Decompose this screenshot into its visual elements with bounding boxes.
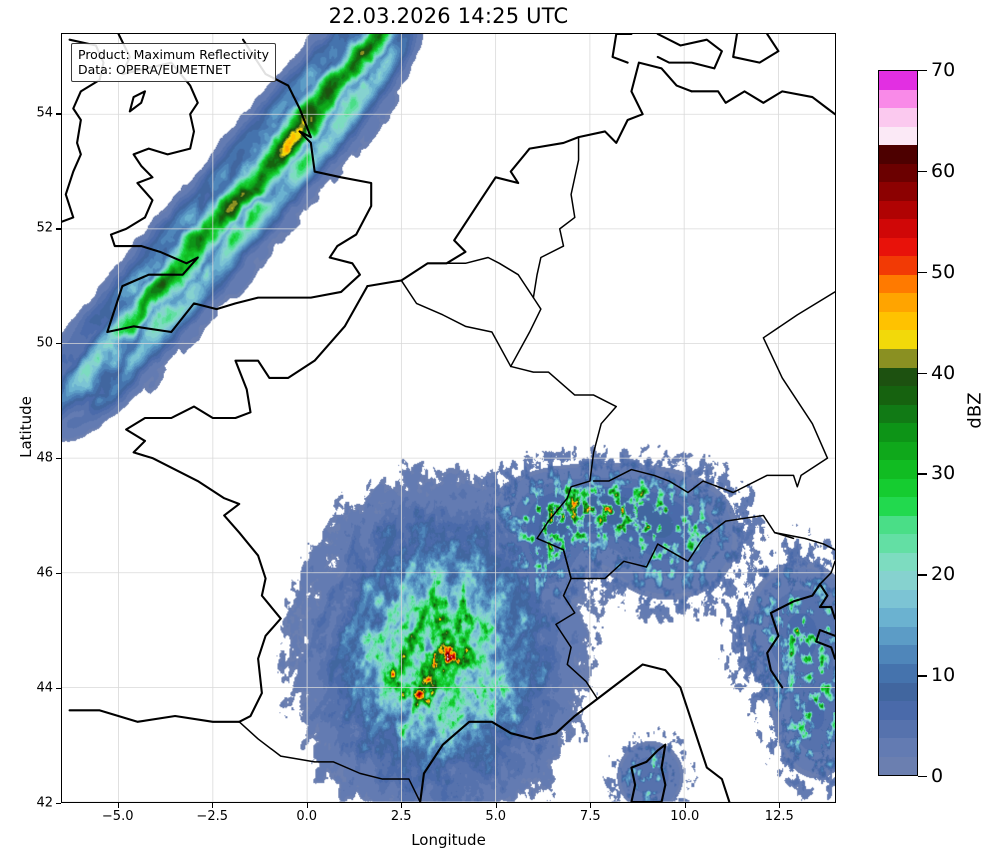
y-tick-label: 48 (36, 450, 53, 466)
y-tick-mark (56, 458, 61, 460)
colorbar-band (879, 71, 917, 90)
colorbar-band (879, 108, 917, 127)
colorbar-band (879, 423, 917, 442)
x-tick-label: −2.5 (196, 809, 229, 824)
colorbar-band (879, 719, 917, 739)
colorbar-band (879, 404, 917, 424)
colorbar-band (879, 589, 917, 609)
colorbar-band (879, 386, 917, 405)
colorbar-band (879, 497, 917, 516)
x-tick-mark (212, 803, 214, 808)
annotation-source: Data: OPERA/EUMETNET (78, 62, 231, 77)
colorbar-band (879, 367, 917, 387)
colorbar-band (879, 571, 917, 590)
x-tick-mark (401, 803, 403, 808)
y-axis-label: Latitude (17, 396, 35, 458)
y-tick-mark (56, 688, 61, 690)
x-tick-mark (590, 803, 592, 808)
colorbar-band (879, 311, 917, 331)
figure-title: 22.03.2026 14:25 UTC (328, 4, 569, 28)
colorbar-band (879, 126, 917, 146)
x-tick-label: 7.5 (579, 809, 601, 824)
colorbar-band (879, 274, 917, 294)
x-tick-label: 0.0 (296, 809, 318, 824)
colorbar-tick-label: 70 (931, 59, 956, 81)
radar-reflectivity-layer (62, 34, 835, 802)
colorbar-band (879, 89, 917, 109)
colorbar-tick-label: 0 (931, 765, 944, 787)
colorbar-tick-label: 10 (931, 664, 956, 687)
colorbar-band (879, 756, 917, 776)
colorbar-band (879, 701, 917, 720)
x-axis-label: Longitude (411, 831, 486, 849)
y-tick-label: 42 (36, 795, 53, 811)
y-tick-mark (56, 803, 61, 805)
colorbar[interactable] (878, 70, 918, 776)
colorbar-band (879, 182, 917, 201)
colorbar-band (879, 293, 917, 312)
x-tick-mark (495, 803, 497, 808)
colorbar-band (879, 664, 917, 683)
colorbar-tick-label: 60 (931, 159, 956, 182)
colorbar-tick-mark (918, 574, 927, 576)
map-plot-area[interactable]: Product: Maximum Reflectivity Data: OPER… (61, 33, 836, 803)
colorbar-tick-label: 50 (931, 260, 956, 283)
y-tick-label: 50 (36, 335, 53, 351)
colorbar-band (879, 237, 917, 257)
annotation-box: Product: Maximum Reflectivity Data: OPER… (71, 43, 277, 82)
y-tick-mark (56, 113, 61, 115)
x-tick-label: 12.5 (764, 809, 794, 824)
colorbar-tick-label: 30 (931, 462, 956, 485)
colorbar-band (879, 348, 917, 368)
colorbar-tick-mark (918, 473, 927, 475)
x-tick-mark (779, 803, 781, 808)
colorbar-band (879, 330, 917, 349)
colorbar-band (879, 145, 917, 164)
y-tick-mark (56, 343, 61, 345)
colorbar-band (879, 738, 917, 757)
colorbar-band (879, 645, 917, 664)
colorbar-unit-label: dBZ (964, 392, 985, 429)
x-tick-label: 5.0 (485, 809, 507, 824)
y-tick-label: 54 (36, 105, 53, 121)
y-tick-mark (56, 228, 61, 230)
colorbar-band (879, 256, 917, 275)
y-tick-label: 44 (36, 680, 53, 696)
y-tick-mark (56, 573, 61, 575)
colorbar-band (879, 626, 917, 646)
x-tick-label: 10.0 (670, 809, 700, 824)
x-tick-label: 2.5 (390, 809, 412, 824)
colorbar-band (879, 460, 917, 479)
y-tick-label: 52 (36, 220, 53, 236)
colorbar-tick-mark (918, 776, 927, 778)
annotation-product: Product: Maximum Reflectivity (78, 47, 270, 62)
colorbar-band (879, 478, 917, 498)
colorbar-tick-label: 40 (931, 361, 956, 384)
colorbar-tick-mark (918, 170, 927, 173)
colorbar-band (879, 163, 917, 183)
x-tick-label: −5.0 (101, 809, 134, 824)
colorbar-tick-mark (918, 70, 927, 72)
colorbar-band (879, 441, 917, 461)
colorbar-band (879, 515, 917, 535)
colorbar-tick-mark (918, 372, 927, 374)
colorbar-band (879, 534, 917, 553)
map-gridlines (62, 34, 835, 802)
x-tick-mark (684, 803, 686, 808)
colorbar-gradient (878, 70, 918, 776)
colorbar-band (879, 552, 917, 572)
colorbar-tick-mark (918, 271, 927, 274)
colorbar-tick-label: 20 (931, 563, 956, 586)
colorbar-band (879, 200, 917, 220)
colorbar-band (879, 219, 917, 238)
y-tick-label: 46 (36, 565, 53, 581)
colorbar-tick-mark (918, 675, 927, 677)
colorbar-band (879, 682, 917, 702)
colorbar-band (879, 608, 917, 627)
x-tick-mark (117, 803, 119, 808)
coastline-and-borders (62, 34, 835, 802)
x-tick-mark (306, 803, 308, 808)
